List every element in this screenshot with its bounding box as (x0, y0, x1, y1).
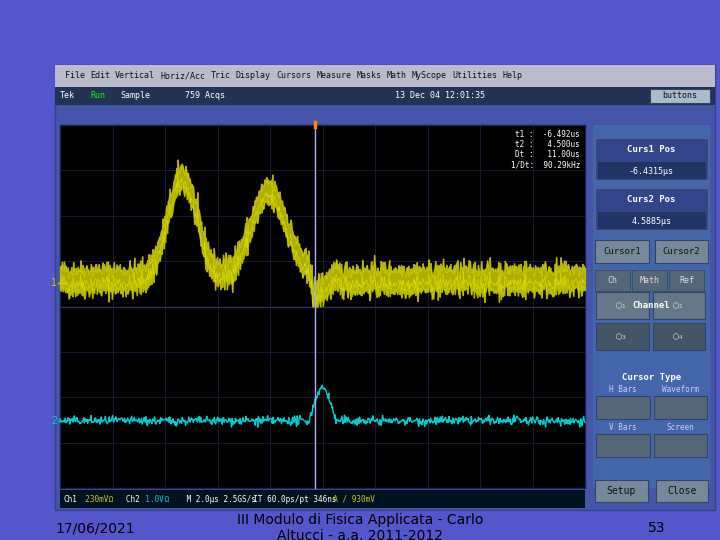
Text: Horiz/Acc: Horiz/Acc (160, 71, 205, 80)
Text: Sample: Sample (120, 91, 150, 100)
Text: Cursor Type: Cursor Type (622, 373, 681, 381)
Text: M 2.0μs 2.5GS/s: M 2.0μs 2.5GS/s (168, 495, 256, 503)
Text: ○₃: ○₃ (616, 332, 628, 341)
Bar (650, 89, 710, 103)
Bar (595, 240, 649, 263)
Text: Masks: Masks (357, 71, 382, 80)
Text: File: File (65, 71, 85, 80)
Text: Cursors: Cursors (276, 71, 311, 80)
Bar (596, 434, 649, 457)
Text: 17/06/2021: 17/06/2021 (55, 521, 135, 535)
Text: Edit: Edit (90, 71, 109, 80)
Bar (654, 396, 707, 419)
Text: Waveform: Waveform (662, 384, 698, 394)
Text: Display: Display (236, 71, 271, 80)
Text: Measure: Measure (317, 71, 351, 80)
Text: Tric: Tric (211, 71, 231, 80)
Bar (595, 270, 630, 291)
Bar (654, 240, 708, 263)
Text: Help: Help (503, 71, 523, 80)
Bar (60, 125, 585, 488)
Text: ○₂: ○₂ (673, 300, 685, 310)
Text: Curs1 Pos: Curs1 Pos (627, 145, 675, 154)
Text: buttons: buttons (662, 91, 698, 100)
Text: 1/Dt:  90.29kHz: 1/Dt: 90.29kHz (510, 160, 580, 169)
Bar (595, 138, 708, 180)
Text: 53: 53 (647, 521, 665, 535)
Text: IT 60.0ps/pt 346ns: IT 60.0ps/pt 346ns (244, 495, 336, 503)
Text: Math: Math (639, 276, 660, 285)
Text: H Bars: H Bars (609, 384, 636, 394)
Bar (632, 270, 667, 291)
Bar (598, 162, 705, 178)
Text: Ch2: Ch2 (112, 495, 140, 503)
Text: t1 :  -6.492us: t1 : -6.492us (516, 130, 580, 139)
Text: ○₁: ○₁ (616, 300, 628, 310)
Text: Screen: Screen (667, 422, 694, 431)
Text: 1.0V: 1.0V (136, 495, 163, 503)
Text: Channel: Channel (633, 300, 670, 309)
Text: Run: Run (90, 91, 105, 100)
Text: Ω: Ω (104, 495, 113, 503)
Bar (55, 65, 715, 510)
Text: 230mV: 230mV (76, 495, 109, 503)
Bar (652, 292, 705, 319)
Text: Curs2 Pos: Curs2 Pos (627, 195, 675, 204)
Text: Ω: Ω (160, 495, 169, 503)
Bar (593, 125, 710, 488)
Text: -6.4315μs: -6.4315μs (629, 167, 674, 176)
Text: V Bars: V Bars (609, 422, 636, 431)
Bar (595, 188, 708, 230)
Text: A / 930mV: A / 930mV (324, 495, 375, 503)
Text: 759 Acqs: 759 Acqs (185, 91, 225, 100)
Text: Tek: Tek (60, 91, 75, 100)
Text: MyScope: MyScope (412, 71, 447, 80)
Text: Cursor1: Cursor1 (603, 247, 641, 256)
Text: III Modulo di Fisica Applicata - Carlo
Altucci - a.a. 2011-2012: III Modulo di Fisica Applicata - Carlo A… (237, 513, 483, 540)
Text: 4.5885μs: 4.5885μs (631, 217, 672, 226)
Text: Close: Close (667, 486, 696, 496)
Bar (598, 212, 705, 228)
Bar (55, 87, 715, 105)
Bar (60, 490, 585, 508)
Text: t2 :   4.500us: t2 : 4.500us (516, 140, 580, 149)
Bar (652, 323, 705, 350)
Text: Dt :   11.00us: Dt : 11.00us (516, 150, 580, 159)
Text: 1: 1 (51, 278, 57, 288)
Text: Ch: Ch (608, 276, 618, 285)
Text: 2: 2 (51, 416, 57, 426)
Text: 13 Dec 04 12:01:35: 13 Dec 04 12:01:35 (395, 91, 485, 100)
Text: Ref: Ref (679, 276, 694, 285)
Bar (55, 65, 715, 87)
Bar (596, 292, 649, 319)
Text: Vertical: Vertical (114, 71, 155, 80)
Text: ○₄: ○₄ (673, 332, 685, 341)
Bar (596, 323, 649, 350)
Text: Utilities: Utilities (452, 71, 498, 80)
Bar (596, 396, 649, 419)
Text: Cursor2: Cursor2 (662, 247, 700, 256)
Bar (654, 434, 707, 457)
Text: Ch1: Ch1 (64, 495, 78, 503)
Bar (655, 480, 708, 502)
Text: Setup: Setup (606, 486, 636, 496)
Bar (595, 480, 647, 502)
Text: Math: Math (387, 71, 407, 80)
Bar (669, 270, 704, 291)
